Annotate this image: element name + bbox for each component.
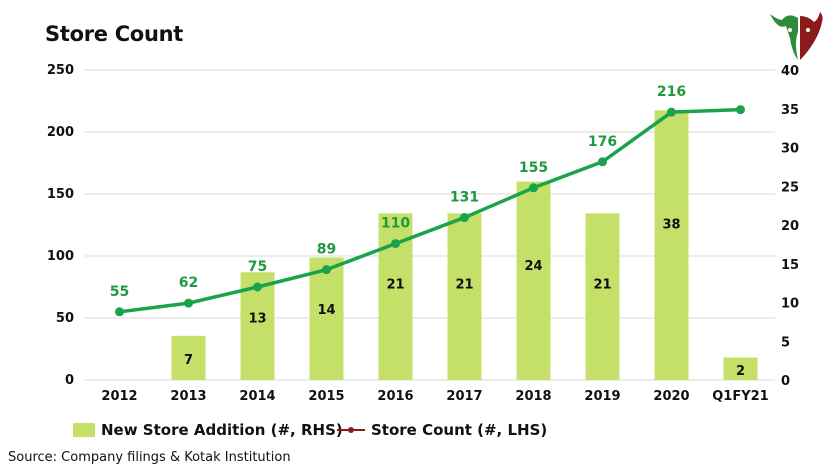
x-axis-tick: 2015 <box>308 389 344 404</box>
x-axis-tick: 2012 <box>101 389 137 404</box>
line-data-label: 131 <box>450 190 479 206</box>
right-axis-tick: 25 <box>781 180 799 195</box>
line-data-label: 216 <box>657 84 686 100</box>
line-data-label: 110 <box>381 216 410 232</box>
x-axis-tick: 2013 <box>170 389 206 404</box>
bar <box>723 357 758 380</box>
store-count-line <box>119 107 741 314</box>
line-data-label: 176 <box>588 134 617 150</box>
legend-item-bar: New Store Addition (#, RHS) <box>73 421 343 439</box>
right-axis-tick: 5 <box>781 335 790 350</box>
left-axis-tick: 0 <box>65 373 74 388</box>
bull-bear-logo-icon <box>764 8 828 66</box>
bar-data-label: 14 <box>317 303 335 318</box>
bar <box>516 181 551 380</box>
bar-series <box>171 110 758 381</box>
line-series <box>115 105 745 317</box>
legend-bar-label: New Store Addition (#, RHS) <box>101 421 343 439</box>
x-axis-tick: 2016 <box>377 389 413 404</box>
bar <box>447 213 482 380</box>
right-axis-tick: 30 <box>781 142 799 157</box>
legend-bar-swatch <box>73 423 95 437</box>
line-labels: 55 62 75 89 110 131 155 176 216 <box>110 84 686 300</box>
chart-title: Store Count <box>45 22 183 46</box>
left-axis: 0 50 100 150 200 250 <box>47 63 74 388</box>
right-axis-tick: 15 <box>781 258 799 273</box>
right-axis-tick: 40 <box>781 64 799 79</box>
x-axis-tick: 2019 <box>584 389 620 404</box>
left-axis-tick: 250 <box>47 63 74 78</box>
x-axis-tick: Q1FY21 <box>712 389 768 404</box>
bar-data-label: 21 <box>455 277 473 292</box>
line-point <box>736 105 745 115</box>
x-axis: 2012 2013 2014 2015 2016 2017 2018 2019 2020 Q1FY… <box>101 389 768 404</box>
bar-data-label: 21 <box>593 277 611 292</box>
line-point <box>460 213 469 223</box>
line-point <box>391 239 400 249</box>
left-axis-tick: 100 <box>47 249 74 264</box>
bar-data-label: 13 <box>248 312 266 327</box>
line-point <box>598 157 607 167</box>
bar-data-label: 24 <box>524 259 542 274</box>
line-data-label: 75 <box>248 259 267 275</box>
x-axis-tick: 2020 <box>653 389 689 404</box>
right-axis-tick: 0 <box>781 374 790 389</box>
left-axis-tick: 150 <box>47 187 74 202</box>
right-axis: 0 5 10 15 20 25 30 35 40 <box>781 64 799 389</box>
line-point <box>253 282 262 292</box>
x-axis-tick: 2018 <box>515 389 551 404</box>
source-note: Source: Company filings & Kotak Institut… <box>8 450 291 465</box>
x-axis-tick: 2017 <box>446 389 482 404</box>
bar <box>309 257 344 380</box>
line-point <box>184 298 193 308</box>
line-point <box>529 183 538 193</box>
bar <box>654 110 689 381</box>
x-axis-tick: 2014 <box>239 389 275 404</box>
right-axis-tick: 20 <box>781 219 799 234</box>
left-axis-tick: 50 <box>56 311 74 326</box>
line-data-label: 155 <box>519 160 548 176</box>
bar-data-label: 21 <box>386 277 404 292</box>
line-data-label: 55 <box>110 284 129 300</box>
bar-labels: 7 13 14 21 21 24 21 38 2 <box>184 218 745 379</box>
bar-data-label: 2 <box>736 364 745 379</box>
right-axis-tick: 35 <box>781 103 799 118</box>
right-axis-tick: 10 <box>781 297 799 312</box>
bar <box>585 213 620 380</box>
line-point <box>667 107 676 117</box>
left-axis-tick: 200 <box>47 125 74 140</box>
legend-line-label: Store Count (#, LHS) <box>371 421 548 439</box>
legend: New Store Addition (#, RHS) Store Count … <box>0 421 840 443</box>
line-point <box>115 307 124 317</box>
bar-data-label: 38 <box>662 218 680 233</box>
bar-data-label: 7 <box>184 353 193 368</box>
line-point <box>322 265 331 275</box>
bar <box>171 335 206 380</box>
legend-item-line: Store Count (#, LHS) <box>337 421 547 439</box>
line-data-label: 89 <box>317 242 336 258</box>
line-data-label: 62 <box>179 275 198 291</box>
legend-line-swatch <box>337 423 365 437</box>
